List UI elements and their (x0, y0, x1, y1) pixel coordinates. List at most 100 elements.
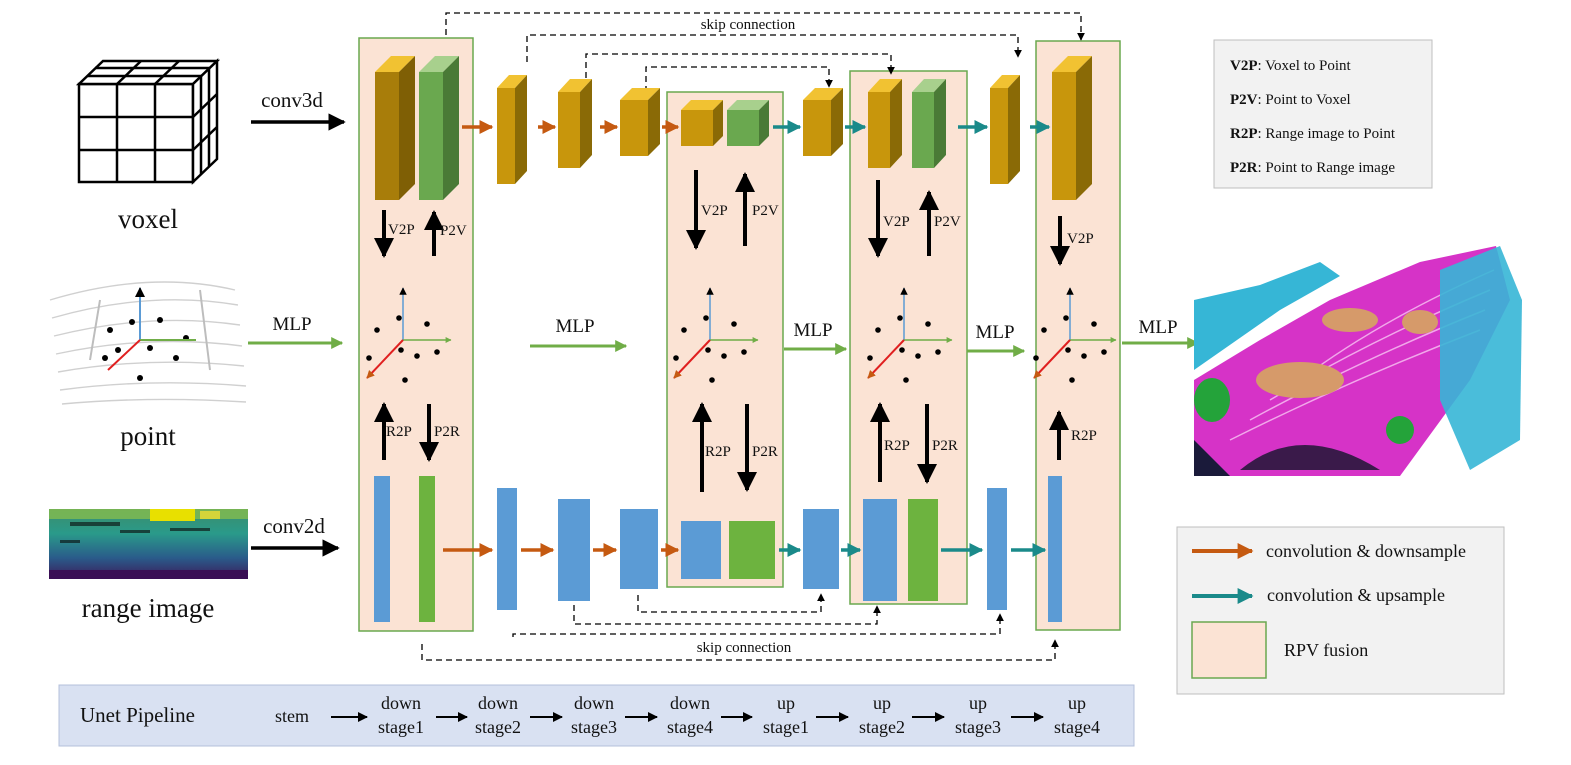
skip-connection-label-top: skip connection (701, 17, 796, 33)
svg-text:stage1: stage1 (763, 717, 809, 737)
v2p-label: V2P (388, 222, 415, 238)
pipeline-stage: up stage3 (955, 693, 1001, 737)
range-block (987, 488, 1007, 610)
voxel-block (620, 88, 660, 156)
p2r-label: P2R (752, 444, 778, 460)
mlp-label: MLP (1138, 317, 1177, 338)
fusion-vertical-arrows (374, 170, 1070, 492)
operation-legend: V2P: Voxel to Point P2V: Point to Voxel … (1213, 39, 1433, 189)
svg-text:stage1: stage1 (378, 717, 424, 737)
r2p-label: R2P (1071, 428, 1097, 444)
range-image-label: range image (82, 593, 215, 623)
svg-text:up: up (1068, 693, 1086, 713)
mlp-arrows (530, 337, 1200, 357)
skip-connection-label-bottom: skip connection (697, 640, 792, 656)
voxel-block (1052, 56, 1092, 200)
voxel-green-block (727, 100, 769, 146)
svg-text:stage2: stage2 (859, 717, 905, 737)
mlp-label: MLP (555, 316, 594, 337)
svg-text:down: down (670, 693, 710, 713)
range-block (558, 499, 590, 601)
segmentation-output-image (1194, 240, 1524, 476)
r2p-label: R2P (705, 444, 731, 460)
legend-item-r2p: R2P: Range image to Point (1230, 126, 1396, 142)
svg-text:up: up (873, 693, 891, 713)
point-scatter-icon (1033, 287, 1117, 383)
range-green-block (419, 476, 435, 622)
range-block (374, 476, 390, 622)
voxel-green-block (912, 79, 946, 168)
range-green-block (729, 521, 775, 579)
voxel-branch (375, 56, 1092, 200)
v2p-label: V2P (701, 203, 728, 219)
voxel-block (868, 79, 902, 168)
svg-text:down: down (381, 693, 421, 713)
p2v-label: P2V (440, 223, 467, 239)
fusion-op-labels: V2P P2V R2P P2R V2P P2V R2P P2R V2P P2V … (386, 203, 1097, 460)
svg-text:down: down (478, 693, 518, 713)
range-block (497, 488, 517, 610)
svg-text:stage2: stage2 (475, 717, 521, 737)
legend-item-p2v: P2V: Point to Voxel (1230, 92, 1351, 108)
voxel-green-block (419, 56, 459, 200)
pipeline-title: Unet Pipeline (80, 703, 195, 727)
legend-item-v2p: V2P: Voxel to Point (1230, 58, 1352, 74)
range-branch (374, 476, 1062, 622)
v2p-label: V2P (1067, 231, 1094, 247)
range-block (863, 499, 897, 601)
p2v-label: P2V (752, 203, 779, 219)
range-block (681, 521, 721, 579)
svg-text:stage3: stage3 (571, 717, 617, 737)
legend-fusion-label: RPV fusion (1284, 640, 1368, 660)
arrow-legend: convolution & downsample convolution & u… (1176, 526, 1505, 695)
legend-downsample-label: convolution & downsample (1266, 541, 1466, 561)
svg-text:stage4: stage4 (667, 717, 713, 737)
legend-item-p2r: P2R: Point to Range image (1230, 160, 1395, 176)
voxel-block (558, 79, 592, 168)
range-green-block (908, 499, 938, 601)
p2r-label: P2R (932, 438, 958, 454)
voxel-block (681, 100, 723, 146)
rpv-fusion-swatch (1191, 621, 1267, 679)
voxel-cube-icon (75, 58, 221, 185)
svg-text:stage3: stage3 (955, 717, 1001, 737)
r2p-label: R2P (386, 424, 412, 440)
svg-text:stage4: stage4 (1054, 717, 1100, 737)
point-scatter-icon (867, 287, 953, 383)
svg-text:up: up (969, 693, 987, 713)
mlp-label: MLP (793, 320, 832, 341)
voxel-block (497, 75, 527, 184)
voxel-block (990, 75, 1020, 184)
svg-text:up: up (777, 693, 795, 713)
skip-connections-bottom (421, 593, 1059, 661)
pipeline-stage: up stage4 (1054, 693, 1100, 737)
pipeline-stem: stem (275, 706, 309, 726)
pipeline-stage: down stage2 (475, 693, 521, 737)
legend-upsample-label: convolution & upsample (1267, 585, 1445, 605)
range-image-thumbnail (49, 509, 248, 579)
voxel-block (803, 88, 843, 156)
point-scatter-icon (673, 287, 759, 383)
pipeline-stage: up stage1 (763, 693, 809, 737)
voxel-label: voxel (118, 204, 178, 234)
pipeline-stage: down stage4 (667, 693, 713, 737)
v2p-label: V2P (883, 214, 910, 230)
pipeline-stage: down stage3 (571, 693, 617, 737)
range-block (1048, 476, 1062, 622)
pipeline-stage: down stage1 (378, 693, 424, 737)
p2r-label: P2R (434, 424, 460, 440)
range-block (803, 509, 839, 589)
conv3d-label: conv3d (261, 88, 323, 112)
point-cloud-image (48, 268, 247, 408)
skip-connections-top (445, 12, 1085, 92)
point-label: point (120, 421, 176, 451)
unet-pipeline-bar: Unet Pipeline stem down stage1 down stage2… (58, 684, 1135, 747)
p2v-label: P2V (934, 214, 961, 230)
voxel-block (375, 56, 415, 200)
mlp-label-input: MLP (272, 314, 311, 335)
mlp-label: MLP (975, 322, 1014, 343)
point-scatter-icon (366, 287, 452, 383)
pipeline-stage: up stage2 (859, 693, 905, 737)
range-block (620, 509, 658, 589)
